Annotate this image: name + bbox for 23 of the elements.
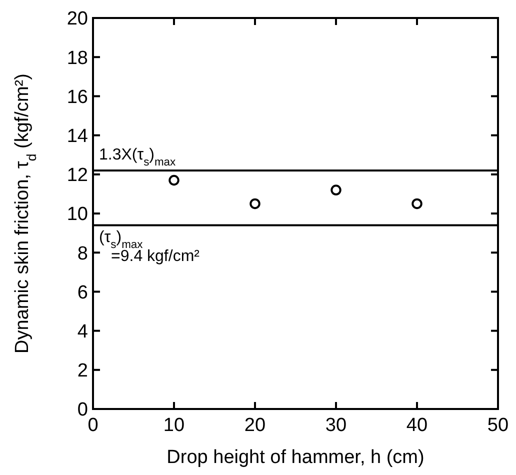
point <box>330 184 342 196</box>
point <box>412 198 422 210</box>
y-tick-label: 14 <box>66 126 88 147</box>
y-tick-label: 0 <box>77 400 88 421</box>
y-tick-label: 12 <box>66 165 88 186</box>
x-tick-label: 20 <box>244 415 266 436</box>
x-axis-title: Drop height of hammer, h (cm) <box>166 447 424 468</box>
x-tick-label: 50 <box>487 415 509 436</box>
y-tick-label: 4 <box>77 321 88 342</box>
y-tick-label: 2 <box>77 360 88 382</box>
y-tick-label: 8 <box>77 243 88 264</box>
x-tick-label: 40 <box>406 415 428 436</box>
y-tick-label: 18 <box>66 48 88 69</box>
y-tick-label: 16 <box>66 86 88 108</box>
x-tick-label: 10 <box>163 415 185 436</box>
point <box>168 174 180 186</box>
y-tick-label: 10 <box>66 204 88 226</box>
y-tick-label: 6 <box>77 282 88 304</box>
ref-line-label: 1.3X(τ$_{s}$)$_{max}$ <box>99 146 176 168</box>
ref-line-label: (τ$_{s}$)$_{max}$ =9.4 kgf/cm² <box>99 229 200 266</box>
y-tick-label: 20 <box>66 8 88 30</box>
x-tick-label: 30 <box>325 415 347 436</box>
point <box>250 198 260 210</box>
